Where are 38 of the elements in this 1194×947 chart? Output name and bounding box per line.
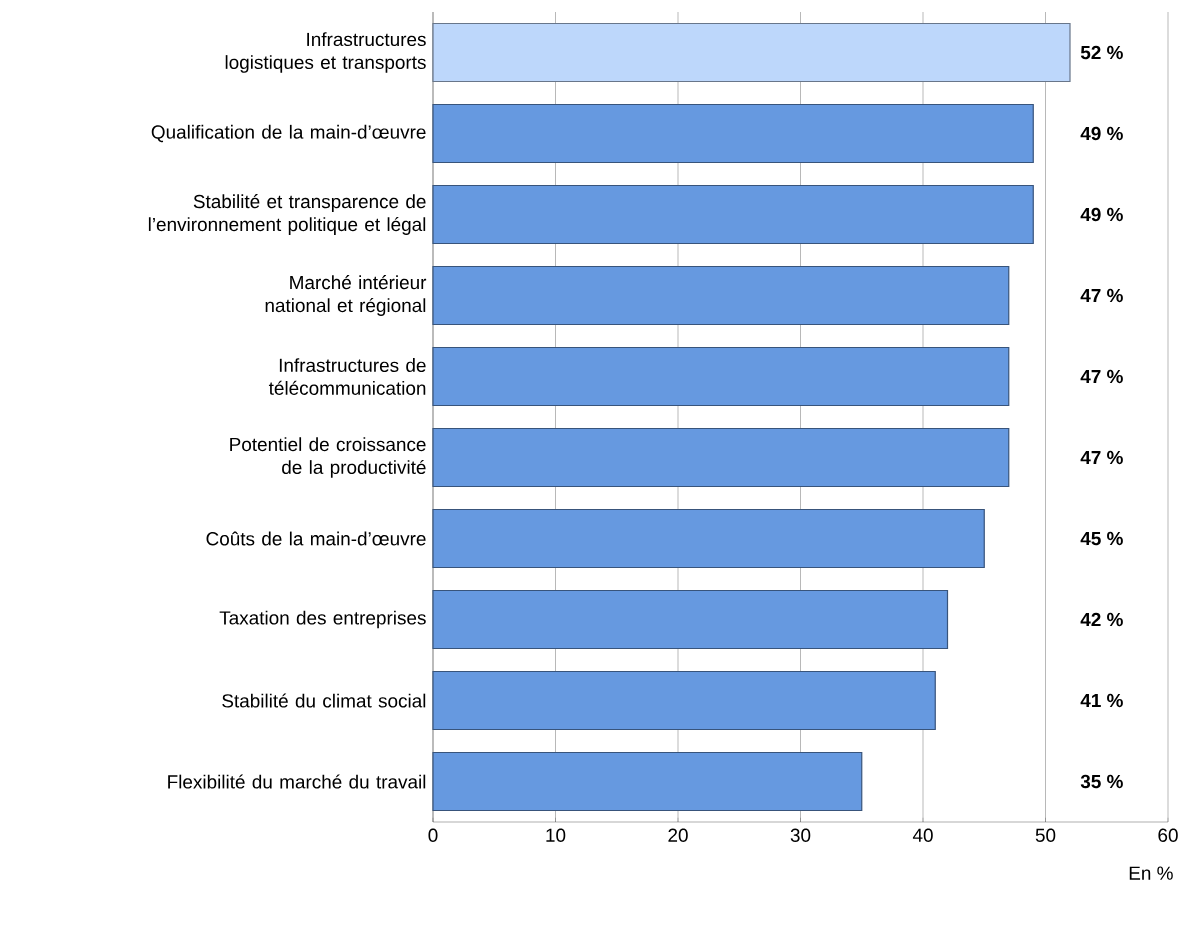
bar bbox=[432, 265, 1010, 326]
y-tick-label: Qualification de la main-d’œuvre bbox=[151, 124, 426, 143]
x-axis-title: En % bbox=[1129, 866, 1173, 880]
y-tick-label: Flexibilité du marché du travail bbox=[168, 774, 426, 789]
bar bbox=[432, 751, 863, 812]
data-label: 52 % bbox=[1080, 45, 1123, 60]
data-label: 42 % bbox=[1080, 612, 1123, 627]
y-tick-label: Infrastructures logistiques et transports bbox=[225, 32, 426, 73]
x-tick-label: 0 bbox=[428, 828, 438, 842]
bar bbox=[432, 103, 1034, 164]
y-tick-label: Infrastructures de télécommunication bbox=[268, 358, 426, 395]
bar bbox=[432, 427, 1010, 488]
x-tick-label: 40 bbox=[912, 828, 933, 842]
data-label: 47 % bbox=[1080, 288, 1123, 303]
y-tick-label: Marché intérieur national et régional bbox=[265, 275, 427, 316]
x-tick-label: 30 bbox=[790, 828, 811, 842]
y-tick-label: Taxation des entreprises bbox=[219, 610, 426, 629]
data-label: 47 % bbox=[1080, 450, 1123, 465]
y-tick-label: Potentiel de croissance de la productivité bbox=[230, 437, 426, 478]
data-label: 49 % bbox=[1080, 207, 1123, 222]
x-tick-label: 60 bbox=[1158, 828, 1178, 842]
y-tick-label: Coûts de la main-d’œuvre bbox=[206, 531, 426, 546]
bar bbox=[432, 670, 936, 731]
bar bbox=[432, 589, 949, 650]
data-label: 45 % bbox=[1080, 531, 1123, 546]
x-tick-label: 50 bbox=[1035, 828, 1056, 842]
bar bbox=[432, 22, 1071, 83]
data-label: 35 % bbox=[1080, 774, 1123, 789]
y-tick-label: Stabilité du climat social bbox=[222, 693, 426, 708]
data-label: 49 % bbox=[1080, 126, 1123, 141]
y-tick-label: Stabilité et transparence de l’environnement politique et légal bbox=[148, 194, 426, 235]
data-label: 47 % bbox=[1080, 369, 1123, 384]
x-tick-label: 20 bbox=[668, 828, 688, 842]
data-label: 41 % bbox=[1080, 693, 1123, 708]
bar bbox=[432, 184, 1034, 245]
x-tick-label: 10 bbox=[546, 828, 566, 842]
bar bbox=[432, 346, 1010, 407]
bar bbox=[432, 508, 985, 569]
